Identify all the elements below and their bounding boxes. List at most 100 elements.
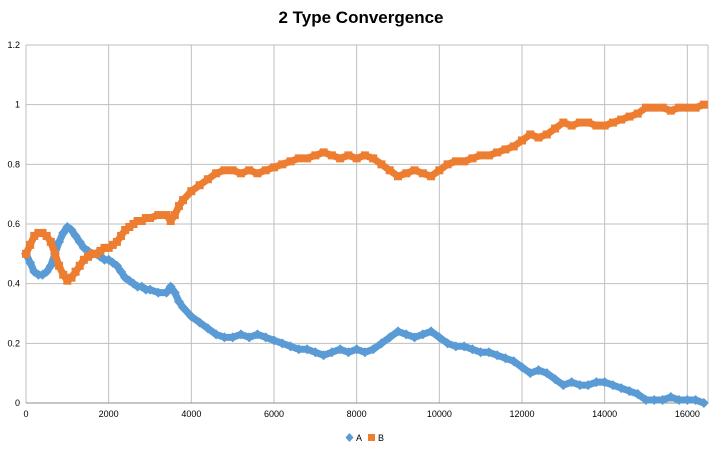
data-point (641, 395, 651, 406)
data-point (92, 249, 101, 258)
data-point (426, 326, 437, 337)
data-point (169, 287, 180, 298)
data-point (111, 260, 122, 271)
data-point (42, 231, 51, 240)
data-point (551, 124, 560, 133)
legend-label: A (356, 433, 362, 443)
data-point (394, 172, 402, 181)
data-point (153, 287, 164, 298)
data-point (368, 344, 379, 355)
x-tick-label: 8000 (347, 409, 367, 419)
data-point (509, 142, 518, 151)
data-point (567, 121, 576, 130)
data-point (591, 377, 602, 388)
data-point (173, 296, 184, 307)
data-point (558, 380, 569, 391)
data-point (244, 332, 255, 343)
data-point (236, 169, 245, 178)
data-point (526, 130, 535, 139)
data-point (261, 166, 270, 175)
data-point (592, 121, 601, 130)
data-point (351, 344, 362, 355)
data-point (194, 317, 205, 328)
data-point (326, 347, 337, 358)
data-point (25, 257, 36, 268)
data-point (59, 270, 68, 279)
data-point (203, 175, 212, 184)
data-point (154, 211, 163, 220)
series-A (21, 221, 709, 408)
data-point (633, 109, 642, 118)
data-point (335, 344, 346, 355)
data-point (616, 383, 627, 394)
data-point (58, 227, 69, 238)
data-point (475, 347, 486, 358)
data-point (145, 284, 155, 295)
data-point (434, 332, 445, 343)
data-point (583, 380, 594, 391)
data-point (41, 266, 52, 277)
data-point (617, 115, 626, 124)
data-point (336, 154, 345, 163)
data-point (270, 163, 278, 172)
chart-title: 2 Type Convergence (278, 8, 444, 27)
data-point (607, 380, 618, 391)
legend-marker (368, 434, 375, 441)
data-point (133, 217, 142, 226)
data-point (484, 151, 493, 160)
data-point (75, 261, 84, 270)
data-point (318, 350, 329, 361)
data-point (195, 181, 204, 190)
data-point (642, 103, 650, 112)
data-point (211, 329, 222, 340)
data-point (501, 145, 510, 154)
data-point (302, 344, 313, 355)
data-point (252, 329, 263, 340)
data-point (79, 255, 88, 264)
axis-layer: 0 0.2 0.4 0.6 0.8 1 1.2 0 2000 4000 6000 8000 10000 1… (7, 40, 708, 419)
data-point (165, 281, 176, 292)
x-tick-label: 2000 (99, 409, 119, 419)
data-point (327, 151, 336, 160)
data-point (550, 374, 561, 385)
data-point (66, 224, 77, 235)
y-tick-label: 1.2 (7, 40, 20, 50)
data-point (493, 148, 502, 157)
data-point (467, 344, 478, 355)
data-point (125, 222, 134, 231)
data-point (174, 202, 183, 211)
data-point (121, 225, 130, 234)
data-point (22, 249, 30, 258)
data-point (245, 166, 254, 175)
data-point (500, 353, 511, 364)
y-tick-label: 0.8 (7, 159, 20, 169)
data-point (178, 302, 189, 313)
data-point (141, 214, 150, 223)
data-point (442, 338, 453, 349)
data-point (278, 160, 287, 169)
data-point (542, 130, 551, 139)
data-point (675, 103, 684, 112)
data-point (525, 368, 536, 379)
y-tick-label: 0.4 (7, 279, 20, 289)
data-point (100, 243, 109, 252)
data-point (108, 240, 117, 249)
x-tick-label: 14000 (592, 409, 617, 419)
data-point (34, 228, 43, 237)
y-tick-label: 1 (15, 100, 20, 110)
data-point (377, 160, 386, 169)
data-point (518, 136, 526, 145)
data-point (30, 231, 39, 240)
data-point (286, 157, 295, 166)
data-point (187, 187, 196, 196)
data-point (54, 236, 65, 247)
data-point (67, 273, 76, 282)
data-point (46, 237, 55, 246)
data-point (310, 347, 321, 358)
data-point (418, 169, 427, 178)
data-point (600, 121, 609, 130)
data-point (63, 276, 72, 285)
data-point (376, 338, 387, 349)
data-point (624, 386, 635, 397)
